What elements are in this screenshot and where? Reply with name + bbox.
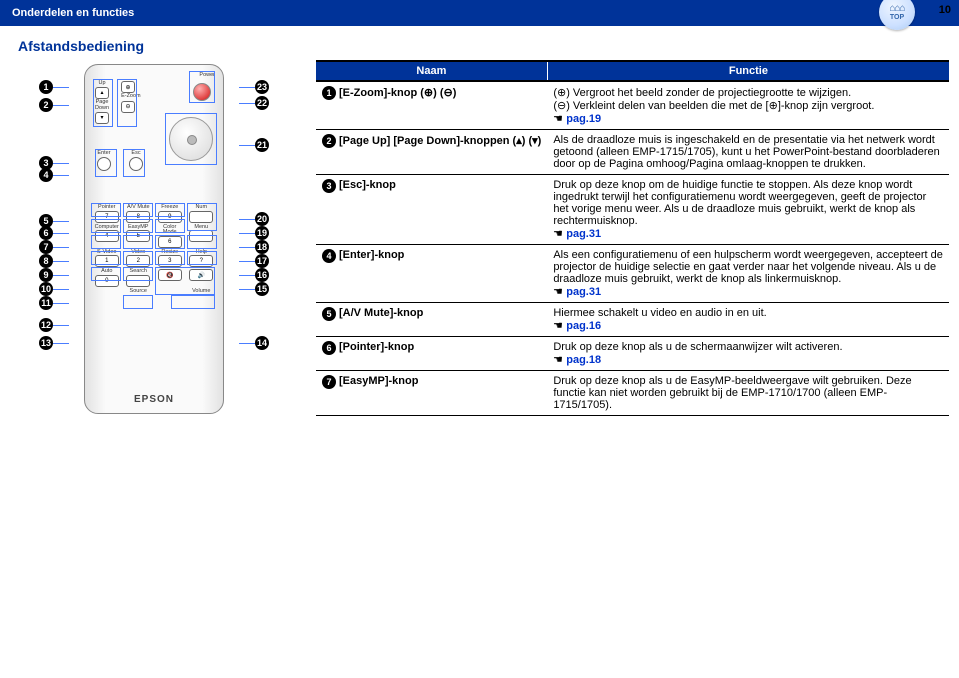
esc-button — [129, 157, 143, 171]
button-desc: Hiermee schakelt u video en audio in en … — [547, 303, 949, 337]
callout-marker: 1 — [39, 80, 53, 94]
button-name: [EasyMP]-knop — [339, 375, 418, 387]
brand-label: EPSON — [85, 394, 223, 405]
button-name: [A/V Mute]-knop — [339, 307, 423, 319]
row-marker: 6 — [322, 341, 336, 355]
remote-key: 9 — [158, 211, 182, 223]
enter-button — [97, 157, 111, 171]
row-marker: 2 — [322, 134, 336, 148]
remote-key — [126, 275, 150, 287]
row-marker: 7 — [322, 375, 336, 389]
callout-marker: 9 — [39, 268, 53, 282]
row-marker: 4 — [322, 249, 336, 263]
callout-marker: 20 — [255, 212, 269, 226]
callout-marker: 15 — [255, 282, 269, 296]
remote-key: 1 — [95, 255, 119, 267]
remote-key: 5 — [126, 230, 150, 242]
remote-key: 8 — [126, 211, 150, 223]
callout-marker: 21 — [255, 138, 269, 152]
row-marker: 1 — [322, 86, 336, 100]
label-power: Power — [199, 73, 215, 79]
callout-marker: 23 — [255, 80, 269, 94]
button-desc: (⊕) Vergroot het beeld zonder de project… — [547, 81, 949, 130]
remote-diagram: 12345678910111213 23222120191817161514 P… — [4, 60, 304, 416]
remote-key — [189, 211, 213, 223]
button-name: [E-Zoom]-knop (⊕) (⊖) — [339, 87, 456, 99]
remote-key: 0 — [95, 275, 119, 287]
page-ref-link[interactable]: pag.19 — [566, 113, 601, 125]
page-down-button: ▾ — [95, 112, 109, 124]
callout-marker: 22 — [255, 96, 269, 110]
top-icon[interactable]: ⌂⌂⌂ TOP — [879, 0, 915, 30]
remote-key: 7 — [95, 211, 119, 223]
button-name: [Pointer]-knop — [339, 341, 414, 353]
remote-key: 3 — [158, 255, 182, 267]
callout-marker: 4 — [39, 168, 53, 182]
direction-pad — [169, 117, 213, 161]
page-ref-link[interactable]: pag.18 — [566, 354, 601, 366]
callout-marker: 16 — [255, 268, 269, 282]
remote-body: Power Up ▴ Page Down ▾ ⊕ — [84, 64, 224, 414]
callout-marker: 19 — [255, 226, 269, 240]
remote-key — [189, 230, 213, 242]
remote-key: ? — [189, 255, 213, 267]
page-ref-link[interactable]: pag.31 — [566, 228, 601, 240]
ezoom-plus-button: ⊕ — [121, 81, 135, 93]
remote-key: 6 — [158, 236, 182, 248]
page-ref-link[interactable]: pag.16 — [566, 320, 601, 332]
callout-marker: 18 — [255, 240, 269, 254]
row-marker: 3 — [322, 179, 336, 193]
remote-key: 4 — [95, 230, 119, 242]
header-bar: Onderdelen en functies ⌂⌂⌂ TOP 10 — [0, 0, 959, 26]
callout-marker: 10 — [39, 282, 53, 296]
row-marker: 5 — [322, 307, 336, 321]
page-ref-link[interactable]: pag.31 — [566, 286, 601, 298]
remote-key: 2 — [126, 255, 150, 267]
page-up-button: ▴ — [95, 87, 109, 99]
power-button — [193, 83, 211, 101]
callout-marker: 11 — [39, 296, 53, 310]
button-name: [Enter]-knop — [339, 249, 404, 261]
callout-marker: 14 — [255, 336, 269, 350]
home-icon: ⌂⌂⌂ — [889, 3, 904, 14]
callout-marker: 13 — [39, 336, 53, 350]
col-name: Naam — [316, 61, 547, 81]
button-name: [Page Up] [Page Down]-knoppen (▴) (▾) — [339, 135, 541, 147]
callout-marker: 12 — [39, 318, 53, 332]
function-table: Naam Functie 1[E-Zoom]-knop (⊕) (⊖) (⊕) V… — [316, 60, 949, 416]
button-desc: Als een configuratiemenu of een hulpsche… — [547, 245, 949, 303]
button-name: [Esc]-knop — [339, 179, 396, 191]
col-func: Functie — [547, 61, 949, 81]
callout-marker: 6 — [39, 226, 53, 240]
header-title: Onderdelen en functies — [12, 7, 134, 19]
button-desc: Druk op deze knop als u de schermaanwijz… — [547, 337, 949, 371]
button-desc: Als de draadloze muis is ingeschakeld en… — [547, 130, 949, 175]
remote-key: 🔇 — [158, 269, 182, 281]
section-title: Afstandsbediening — [18, 38, 959, 54]
top-icon-label: TOP — [890, 14, 904, 21]
page-number: 10 — [939, 4, 951, 16]
ezoom-minus-button: ⊖ — [121, 101, 135, 113]
callout-marker: 8 — [39, 254, 53, 268]
callout-marker: 2 — [39, 98, 53, 112]
button-desc: Druk op deze knop als u de EasyMP-beeldw… — [547, 371, 949, 416]
callout-marker: 7 — [39, 240, 53, 254]
callout-marker: 17 — [255, 254, 269, 268]
remote-key: 🔊 — [189, 269, 213, 281]
button-desc: Druk op deze knop om de huidige functie … — [547, 175, 949, 245]
